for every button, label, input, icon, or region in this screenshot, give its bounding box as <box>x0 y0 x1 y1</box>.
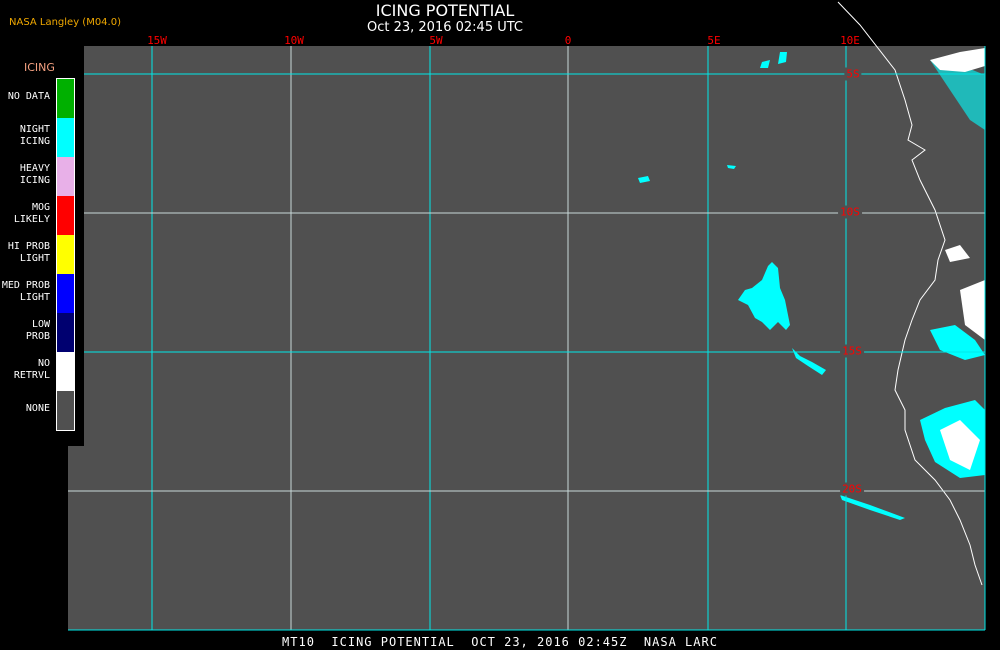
legend-swatch <box>57 352 74 391</box>
legend-label: HEAVY ICING <box>19 163 50 186</box>
footer-caption: MT10 ICING POTENTIAL OCT 23, 2016 02:45Z… <box>282 635 718 649</box>
no-retrieval-areas <box>930 48 985 470</box>
legend-color-bar <box>56 78 75 431</box>
legend-label: NO DATA <box>7 91 50 102</box>
night-icing-patch <box>638 176 650 183</box>
legend-swatch <box>57 79 74 118</box>
legend-label: NO RETRVL <box>13 358 50 381</box>
lon-label: 5W <box>429 34 443 47</box>
legend-label: NIGHT ICING <box>19 124 50 147</box>
night-icing-patch <box>840 495 905 520</box>
lon-label: 5E <box>707 34 721 47</box>
icing-cloud-areas <box>638 52 985 520</box>
lon-label: 0 <box>564 34 572 47</box>
legend-swatch <box>57 196 74 235</box>
night-icing-land <box>930 325 985 360</box>
night-icing-patch <box>727 165 736 169</box>
night-icing-main <box>738 262 790 330</box>
map-timestamp: Oct 23, 2016 02:45 UTC <box>367 20 523 35</box>
legend-swatch <box>57 118 74 157</box>
legend-swatch <box>57 391 74 430</box>
lon-label: 10W <box>284 34 304 47</box>
lon-label: 10E <box>840 34 860 47</box>
grid-lines <box>60 46 986 631</box>
legend-swatch <box>57 313 74 352</box>
legend-swatch <box>57 157 74 196</box>
legend-label: LOW PROB <box>25 319 50 342</box>
night-icing-land <box>930 60 985 130</box>
legend-label: MED PROB LIGHT <box>1 280 50 303</box>
lat-label: 15S <box>840 344 864 358</box>
lat-label: 5S <box>844 67 862 81</box>
night-icing-patch <box>792 348 826 375</box>
legend-title: ICING <box>24 61 55 74</box>
legend-swatch <box>57 235 74 274</box>
night-icing-patch <box>760 52 787 68</box>
legend-label: MOG LIKELY <box>13 202 50 225</box>
organization-label: NASA Langley (M04.0) <box>9 17 121 28</box>
legend-swatch <box>57 274 74 313</box>
legend-label: NONE <box>25 403 50 414</box>
lat-label: 20S <box>840 482 864 496</box>
lon-label: 15W <box>147 34 167 47</box>
lat-label: 10S <box>838 205 862 219</box>
map-background <box>68 46 985 630</box>
map-title: ICING POTENTIAL <box>375 1 515 20</box>
legend-label: HI PROB LIGHT <box>7 241 50 264</box>
coastline <box>837 1 983 586</box>
